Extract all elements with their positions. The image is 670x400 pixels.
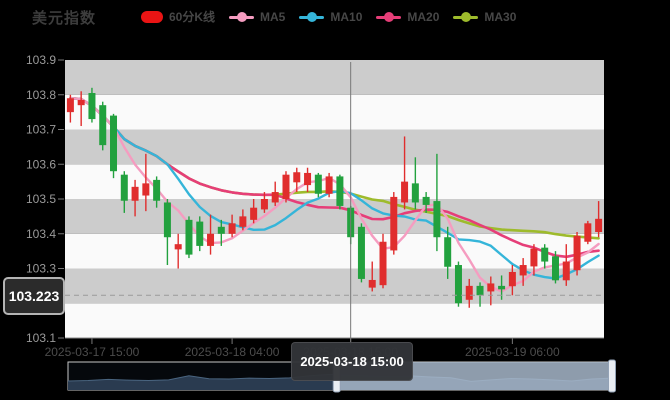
ma10-line <box>69 96 600 280</box>
candle-body-down <box>498 285 506 290</box>
time-axis-pointer-tooltip: 2025-03-18 15:00 <box>291 342 413 381</box>
legend-item-ma5[interactable]: MA5 <box>229 10 285 24</box>
candle-body-up <box>519 265 527 276</box>
legend-item-ma30[interactable]: MA30 <box>453 10 516 24</box>
candle-body-down <box>411 183 419 203</box>
ma-legend-line-icon <box>376 11 402 23</box>
y-axis-label: 103.5 <box>26 192 56 206</box>
candle-body-up <box>562 261 570 281</box>
candle-body-down <box>88 93 96 120</box>
y-axis-label: 103.9 <box>26 53 56 67</box>
candle-body-down <box>314 174 322 194</box>
candle-body-down <box>336 176 344 206</box>
grid-band <box>65 199 604 234</box>
candle-body-up <box>390 196 398 251</box>
ma-legend-line-icon <box>299 11 325 23</box>
candle-body-up <box>508 271 516 287</box>
candle-body-down <box>196 221 204 246</box>
candle-body-up <box>595 218 603 233</box>
candle-body-up <box>304 172 312 186</box>
candle-body-down <box>444 237 452 267</box>
candle-body-down <box>454 265 462 304</box>
candle-body-up <box>293 172 301 183</box>
candle-body-down <box>541 247 549 262</box>
candle-body-down <box>476 285 484 296</box>
price-axis-pointer-label: 103.223 <box>3 277 65 315</box>
y-axis-label: 103.8 <box>26 88 56 102</box>
candle-body-down <box>422 196 430 205</box>
candle-body-up <box>207 233 215 246</box>
candle-body-up <box>271 192 279 203</box>
grid-band <box>65 94 604 130</box>
legend-item-label: MA20 <box>407 9 440 24</box>
grid-band <box>65 129 604 165</box>
candle-body-up <box>584 223 592 242</box>
candle-body-up <box>487 283 495 292</box>
y-axis-label: 103.6 <box>26 157 56 171</box>
candle-body-down <box>153 179 161 201</box>
candle-body-up <box>368 279 376 288</box>
x-axis-label: 2025-03-18 04:00 <box>185 345 280 359</box>
y-axis-label: 103.4 <box>26 227 56 241</box>
candle-body-down <box>357 226 365 279</box>
legend-item-ma10[interactable]: MA10 <box>299 10 362 24</box>
candle-body-up <box>131 186 139 201</box>
grid-band <box>65 60 604 95</box>
candle-body-up <box>174 244 182 250</box>
grid-band <box>65 303 604 338</box>
candle-body-up <box>250 207 258 220</box>
legend-item-label: MA5 <box>260 9 286 24</box>
legend: 60分K线 MA5 MA10 MA20 MA30 <box>141 8 516 25</box>
y-axis-label: 103.3 <box>26 262 56 276</box>
candle-body-down <box>120 174 128 201</box>
candle-body-down <box>551 256 559 281</box>
legend-item-label: MA30 <box>484 9 517 24</box>
y-axis-label: 103.7 <box>26 123 56 137</box>
grid-band <box>65 233 604 269</box>
candle-body-up <box>239 216 247 227</box>
ma-legend-line-icon <box>453 11 479 23</box>
candle-body-up <box>282 174 290 199</box>
candle-body-up <box>260 199 268 210</box>
candle-body-up <box>228 223 236 234</box>
candle-body-up <box>401 181 409 203</box>
candle-body-down <box>163 202 171 238</box>
candle-body-down <box>99 105 107 146</box>
candle-body-down <box>185 219 193 255</box>
candle-body-down <box>217 226 225 234</box>
y-axis-label: 103.1 <box>26 331 56 345</box>
kline-legend-swatch-icon <box>141 10 163 23</box>
candle-body-up <box>379 241 387 286</box>
candle-body-up <box>530 248 538 267</box>
candle-body-up <box>142 183 150 196</box>
candle-body-down <box>433 201 441 238</box>
candle-body-up <box>77 99 85 106</box>
legend-item-60k[interactable]: 60分K线 <box>141 8 215 25</box>
chart-title: 美元指数 <box>32 10 97 27</box>
candle-body-up <box>465 285 473 300</box>
legend-item-ma20[interactable]: MA20 <box>376 10 439 24</box>
x-axis-label: 2025-03-19 06:00 <box>465 345 560 359</box>
candle-body-up <box>325 176 333 194</box>
x-axis-label: 2025-03-17 15:00 <box>45 345 140 359</box>
navigator-right-handle[interactable] <box>608 359 616 393</box>
ma-legend-line-icon <box>229 11 255 23</box>
legend-item-label: MA10 <box>330 9 363 24</box>
candle-body-down <box>110 115 118 172</box>
legend-item-label: 60分K线 <box>169 10 216 24</box>
candle-body-up <box>66 98 74 113</box>
candle-body-up <box>573 235 581 271</box>
